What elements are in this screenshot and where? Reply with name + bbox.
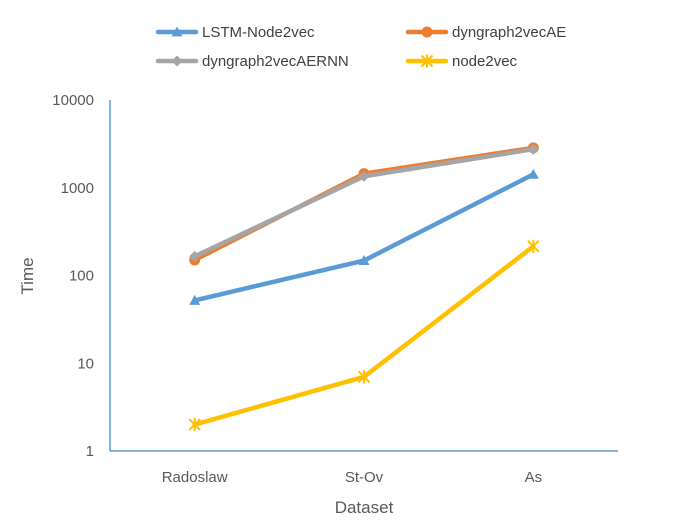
- data-point-star: [188, 417, 201, 432]
- x-tick-label: Radoslaw: [162, 469, 228, 486]
- data-point-star: [527, 239, 540, 253]
- legend-label: dyngraph2vecAE: [452, 24, 566, 41]
- x-axis-title: Dataset: [335, 498, 394, 517]
- series-line: [192, 145, 536, 263]
- series-lstm-node2vec: [189, 168, 539, 305]
- series-dyngraph2vecae: [189, 142, 539, 266]
- legend-label: node2vec: [452, 53, 518, 70]
- data-point-triangle: [527, 168, 539, 179]
- y-tick-label: 10000: [52, 92, 94, 109]
- legend-item: node2vec: [405, 53, 518, 70]
- x-tick-label: As: [525, 469, 543, 486]
- legend: LSTM-Node2vec dyngraph2vecAE dyngraph2vecA…: [155, 24, 566, 70]
- series-node2vec: [188, 239, 540, 432]
- data-point-diamond: [171, 55, 183, 67]
- data-point-triangle: [171, 26, 183, 37]
- axes: [109, 100, 618, 452]
- data-point-triangle: [189, 294, 201, 305]
- x-tick-label: St-Ov: [345, 469, 384, 486]
- data-point-diamond: [189, 250, 201, 262]
- y-tick-label: 100: [69, 268, 94, 285]
- x-tick-labels: Radoslaw St-Ov As: [162, 469, 542, 486]
- series-line: [192, 172, 536, 303]
- data-point-diamond: [358, 170, 370, 182]
- data-point-star: [420, 54, 434, 68]
- y-tick-labels: 1 10 100 1000 10000: [52, 92, 94, 460]
- series-group: [188, 142, 540, 432]
- series-dyngraph2vecaernn: [189, 143, 539, 262]
- legend-item: LSTM-Node2vec: [155, 24, 315, 41]
- legend-label: LSTM-Node2vec: [202, 24, 315, 41]
- data-point-triangle: [358, 255, 370, 265]
- series-line: [192, 146, 536, 259]
- data-point-diamond: [527, 143, 539, 155]
- series-line: [192, 244, 536, 427]
- y-tick-label: 1: [86, 443, 94, 460]
- legend-item: dyngraph2vecAE: [405, 24, 566, 41]
- data-point-circle: [421, 26, 433, 38]
- data-point-star: [357, 370, 371, 384]
- legend-label: dyngraph2vecAERNN: [202, 53, 349, 70]
- y-tick-label: 1000: [61, 180, 94, 197]
- y-axis-title: Time: [18, 257, 37, 294]
- legend-item: dyngraph2vecAERNN: [155, 53, 349, 70]
- y-tick-label: 10: [77, 355, 94, 372]
